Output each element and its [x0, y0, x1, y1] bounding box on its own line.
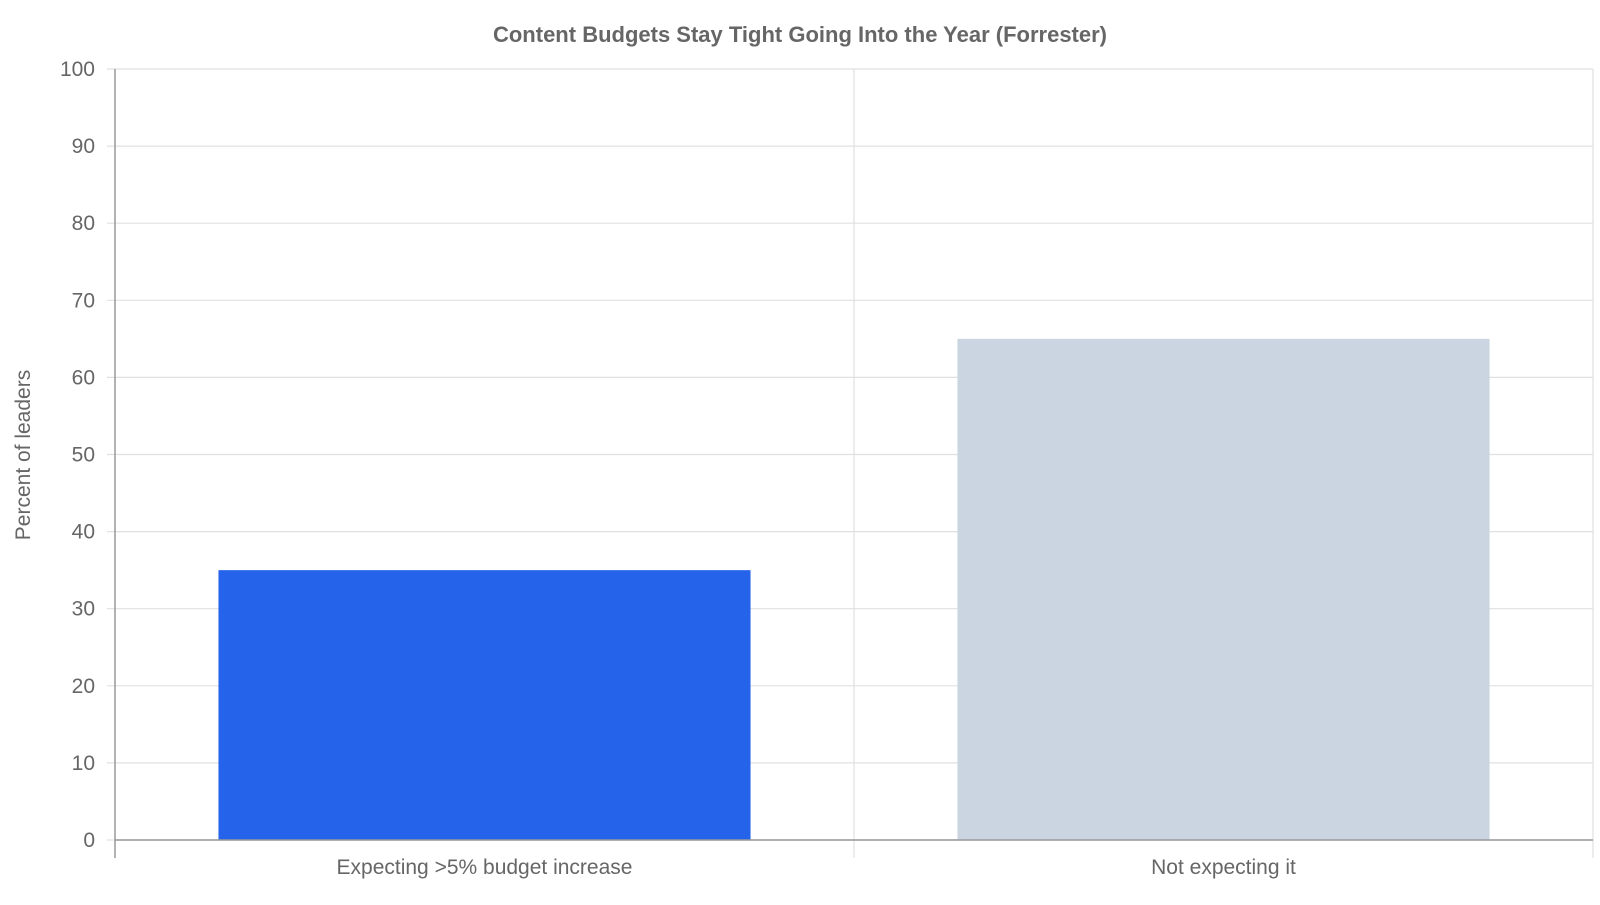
y-tick-label: 60: [72, 366, 95, 389]
x-tick-label: Not expecting it: [1151, 856, 1296, 879]
y-tick-label: 90: [72, 135, 95, 158]
bar-1: [218, 570, 751, 840]
y-tick-label: 50: [72, 444, 95, 467]
y-tick-label: 70: [72, 289, 95, 312]
x-tick-label: Expecting >5% budget increase: [337, 856, 633, 879]
y-tick-label: 20: [72, 675, 95, 698]
chart-title: Content Budgets Stay Tight Going Into th…: [493, 22, 1107, 47]
x-tick-labels: Expecting >5% budget increase Not expecti…: [337, 856, 1297, 879]
bar-2: [957, 338, 1490, 840]
bars: [218, 338, 1490, 840]
y-tick-label: 80: [72, 212, 95, 235]
y-tick-label: 30: [72, 598, 95, 621]
gridlines: [107, 68, 1594, 858]
y-tick-label: 10: [72, 752, 95, 775]
y-tick-label: 0: [83, 829, 95, 852]
y-tick-label: 40: [72, 521, 95, 544]
y-axis-title: Percent of leaders: [12, 370, 35, 540]
y-tick-labels: 0 10 20 30 40 50 60 70 80 90 100: [60, 58, 95, 852]
y-tick-label: 100: [60, 58, 95, 81]
